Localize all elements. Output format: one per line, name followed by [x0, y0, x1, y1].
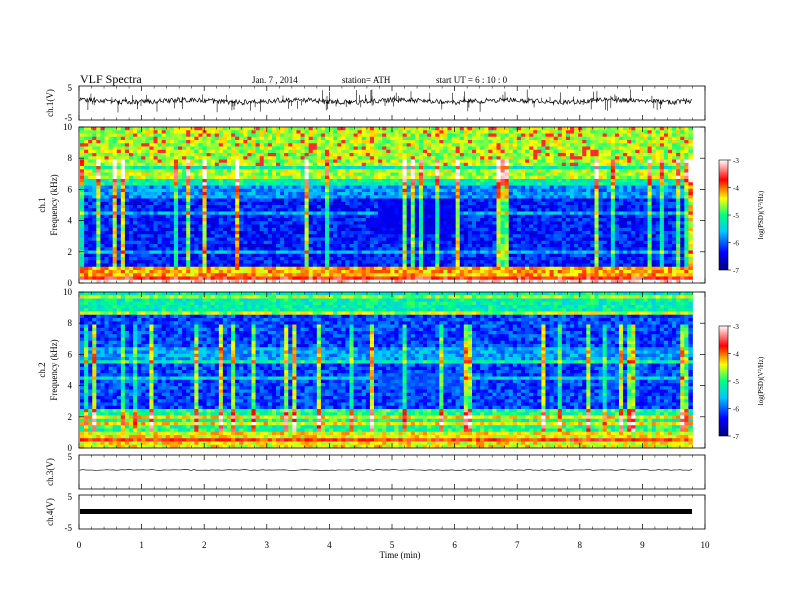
- figure-title: VLF Spectra: [80, 72, 142, 86]
- ch3-waveform-trace: [79, 469, 693, 471]
- ch2-spectrogram-ytick-label: 2: [68, 412, 73, 422]
- x-tick-label: 4: [327, 540, 332, 550]
- x-tick-label: 0: [77, 540, 82, 550]
- ch2-colorbar: -3 -4 -5 -6 -7 log(PSD)(V²/Hz): [718, 323, 765, 441]
- x-tick-label: 10: [701, 540, 711, 550]
- x-tick-label: 6: [452, 540, 457, 550]
- ch1-colorbar-gradient: [718, 159, 729, 271]
- x-tick-label: 7: [515, 540, 520, 550]
- colorbar-tick-label: -5: [733, 212, 739, 220]
- ch1-waveform-ytick-bottom: -5: [65, 113, 73, 123]
- colorbar-tick-label: -4: [733, 351, 739, 359]
- ch1-waveform-ytick-top: 5: [68, 83, 73, 93]
- ch2-spectrogram-ytick-label: 4: [68, 381, 73, 391]
- ch3-waveform-ylabel: ch.3(V): [45, 458, 55, 486]
- date-label: Jan. 7 , 2014: [252, 75, 298, 85]
- ch1-colorbar: -3 -4 -5 -6 -7 log(PSD)(V²/Hz): [718, 157, 765, 275]
- ch2-colorbar-gradient: [718, 325, 729, 437]
- ch1-spectrogram-ytick-label: 0: [68, 278, 73, 288]
- colorbar-tick-label: -7: [733, 433, 739, 441]
- x-tick-label: 9: [640, 540, 645, 550]
- ch3-waveform-ytick-top: 5: [68, 452, 73, 462]
- ch1-waveform-spikes: [87, 89, 685, 113]
- ch1-waveform-ylabel: ch.1(V): [45, 89, 55, 117]
- ch4-waveform-ytick-top: 5: [68, 492, 73, 502]
- x-tick-label: 1: [139, 540, 144, 550]
- ch2-spectrogram-ytick-label: 6: [68, 349, 73, 359]
- ch4-waveform-ylabel: ch.4(V): [45, 498, 55, 526]
- ch1-spectrogram-ylabel-channel: ch.1: [37, 197, 47, 212]
- colorbar-tick-label: -6: [733, 240, 739, 248]
- station-label: station= ATH: [342, 75, 391, 85]
- colorbar-tick-label: -4: [733, 185, 739, 193]
- axis-ticks: [78, 86, 706, 529]
- start-time-label: start UT = 6 : 10 : 0: [436, 75, 508, 85]
- ch3-waveform-frame: [78, 454, 706, 490]
- ch4-waveform-ytick-bottom: -5: [65, 523, 73, 533]
- x-tick-label: 3: [265, 540, 270, 550]
- colorbar-tick-label: -3: [733, 157, 739, 165]
- ch1-spectrogram-ytick-label: 10: [63, 122, 73, 132]
- ch2-spectrogram-ylabel-channel: ch.2: [37, 362, 47, 377]
- ch2-spectrogram-ytick-label: 8: [68, 318, 73, 328]
- ch1-spectrogram-ytick-label: 8: [68, 153, 73, 163]
- colorbar-tick-label: -6: [733, 406, 739, 414]
- ch2-colorbar-label: log(PSD)(V²/Hz): [757, 356, 765, 405]
- ch4-waveform-trace: [80, 509, 692, 514]
- ch1-spectrogram-ytick-label: 2: [68, 247, 73, 257]
- ch1-spectrogram-ylabel: Frequency (kHz): [49, 174, 59, 235]
- x-tick-label: 2: [202, 540, 207, 550]
- colorbar-tick-label: -7: [733, 267, 739, 275]
- ch1-colorbar-label: log(PSD)(V²/Hz): [757, 190, 765, 239]
- ch2-spectrogram-ylabel: Frequency (kHz): [49, 339, 59, 400]
- ch2-spectrogram-ytick-label: 10: [63, 287, 73, 297]
- ch1-spectrogram-ytick-label: 4: [68, 216, 73, 226]
- x-tick-label: 5: [390, 540, 395, 550]
- colorbar-tick-label: -3: [733, 323, 739, 331]
- colorbar-tick-label: -5: [733, 378, 739, 386]
- x-axis-label: Time (min): [380, 550, 421, 560]
- x-tick-label: 8: [578, 540, 583, 550]
- ch1-waveform-trace: [79, 96, 693, 106]
- ch1-spectrogram: [80, 127, 693, 284]
- ch2-spectrogram: [80, 292, 693, 449]
- ch2-spectrogram-ytick-label: 0: [68, 443, 73, 453]
- ch1-spectrogram-ytick-label: 6: [68, 184, 73, 194]
